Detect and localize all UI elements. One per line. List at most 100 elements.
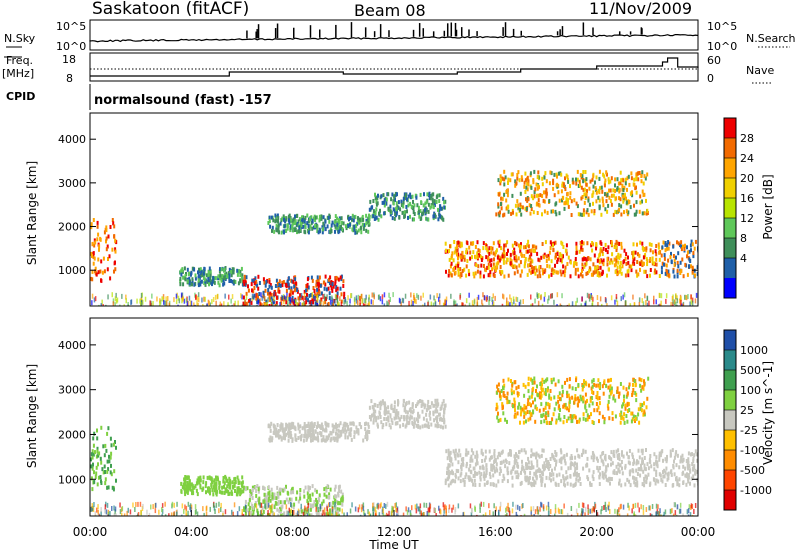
data-cell bbox=[91, 254, 93, 258]
data-cell bbox=[648, 301, 650, 306]
data-cell bbox=[242, 305, 244, 310]
data-cell bbox=[408, 401, 410, 405]
data-cell bbox=[107, 426, 109, 430]
data-cell bbox=[688, 451, 690, 455]
data-cell bbox=[661, 449, 663, 453]
data-cell bbox=[380, 214, 382, 218]
data-cell bbox=[113, 270, 115, 274]
data-cell bbox=[427, 400, 429, 404]
data-cell bbox=[308, 424, 310, 428]
data-cell bbox=[650, 248, 652, 252]
data-cell bbox=[253, 286, 255, 290]
data-cell bbox=[504, 418, 506, 422]
data-cell bbox=[468, 246, 470, 250]
data-cell bbox=[554, 193, 556, 197]
data-cell bbox=[643, 479, 645, 483]
data-cell bbox=[358, 229, 360, 233]
data-cell bbox=[110, 470, 112, 474]
data-cell bbox=[665, 299, 667, 304]
data-cell bbox=[383, 201, 385, 205]
data-cell bbox=[163, 300, 165, 305]
data-cell bbox=[520, 252, 522, 256]
data-cell bbox=[642, 211, 644, 215]
data-cell bbox=[315, 429, 317, 433]
data-cell bbox=[273, 424, 275, 428]
data-cell bbox=[695, 240, 697, 244]
data-cell bbox=[582, 467, 584, 471]
data-cell bbox=[690, 244, 692, 248]
data-cell bbox=[442, 426, 444, 430]
data-cell bbox=[255, 293, 256, 298]
data-cell bbox=[490, 482, 492, 486]
data-cell bbox=[622, 471, 624, 475]
data-cell bbox=[636, 484, 638, 488]
data-cell bbox=[585, 177, 587, 181]
data-cell bbox=[435, 407, 437, 411]
data-cell bbox=[499, 240, 501, 244]
data-cell bbox=[412, 200, 414, 204]
data-cell bbox=[469, 303, 471, 308]
data-cell bbox=[437, 402, 439, 406]
data-cell bbox=[570, 274, 572, 278]
data-cell bbox=[588, 294, 590, 299]
data-cell bbox=[559, 211, 561, 215]
data-cell bbox=[320, 284, 322, 288]
data-cell bbox=[599, 401, 601, 405]
data-cell bbox=[312, 425, 314, 429]
data-cell bbox=[293, 510, 295, 515]
data-cell bbox=[609, 261, 611, 265]
data-cell bbox=[521, 269, 523, 273]
data-cell bbox=[586, 262, 588, 266]
data-cell bbox=[93, 480, 95, 484]
data-cell bbox=[145, 297, 147, 302]
data-cell bbox=[576, 463, 578, 467]
data-cell bbox=[104, 444, 106, 448]
data-cell bbox=[308, 488, 310, 492]
data-cell bbox=[221, 486, 223, 490]
data-cell bbox=[452, 268, 454, 272]
data-cell bbox=[692, 251, 694, 255]
data-cell bbox=[306, 284, 308, 288]
data-cell bbox=[558, 379, 560, 383]
data-cell bbox=[478, 471, 480, 475]
data-cell bbox=[513, 296, 515, 301]
data-cell bbox=[528, 197, 530, 201]
data-cell bbox=[406, 209, 408, 213]
data-cell bbox=[561, 254, 563, 258]
data-cell bbox=[268, 438, 270, 442]
data-cell bbox=[542, 268, 544, 272]
data-cell bbox=[581, 240, 583, 244]
data-cell bbox=[430, 423, 432, 427]
data-cell bbox=[555, 509, 557, 514]
data-cell bbox=[493, 483, 495, 487]
data-cell bbox=[687, 273, 689, 277]
data-cell bbox=[612, 417, 614, 421]
data-cell bbox=[525, 411, 527, 415]
data-cell bbox=[570, 466, 572, 470]
data-cell bbox=[364, 435, 366, 439]
data-cell bbox=[276, 486, 278, 490]
data-cell bbox=[107, 460, 109, 464]
data-cell bbox=[169, 303, 171, 308]
data-cell bbox=[688, 264, 690, 268]
data-cell bbox=[449, 258, 451, 262]
data-cell bbox=[345, 297, 347, 302]
data-cell bbox=[585, 450, 587, 454]
data-cell bbox=[687, 465, 689, 469]
data-cell bbox=[435, 416, 437, 420]
data-cell bbox=[561, 385, 563, 389]
data-cell bbox=[546, 259, 548, 263]
data-cell bbox=[215, 276, 217, 280]
data-cell bbox=[622, 200, 624, 204]
data-cell bbox=[556, 270, 558, 274]
data-cell bbox=[556, 473, 558, 477]
data-cell bbox=[547, 460, 549, 464]
data-cell bbox=[447, 477, 449, 481]
data-cell bbox=[653, 296, 655, 301]
data-cell bbox=[559, 408, 561, 412]
data-cell bbox=[298, 230, 300, 234]
data-cell bbox=[608, 400, 610, 404]
data-cell bbox=[643, 401, 645, 405]
data-cell bbox=[370, 417, 372, 421]
data-cell bbox=[229, 492, 231, 496]
